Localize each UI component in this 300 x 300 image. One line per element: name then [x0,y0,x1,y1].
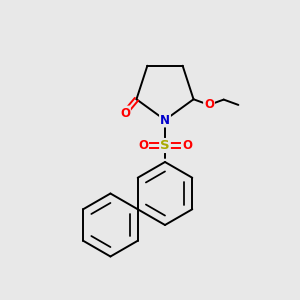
Text: O: O [120,106,130,120]
Text: O: O [138,139,148,152]
Text: S: S [160,139,170,152]
Text: O: O [204,98,214,111]
Text: O: O [182,139,192,152]
Text: N: N [160,113,170,127]
